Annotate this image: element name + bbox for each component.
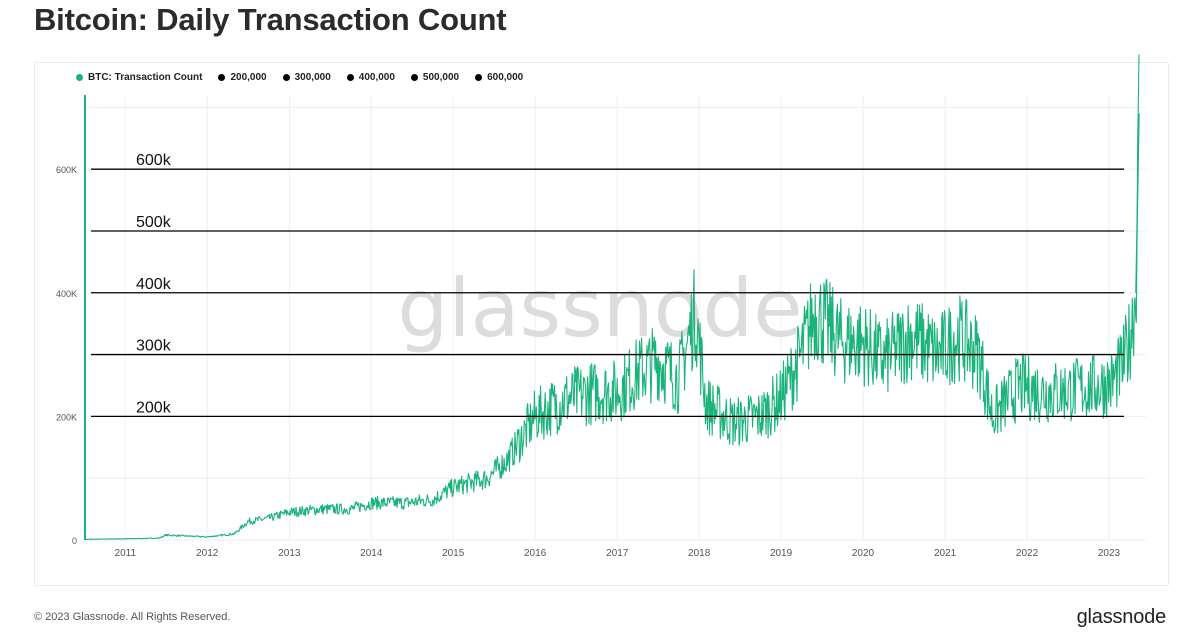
reference-label: 600k (136, 152, 172, 169)
legend-item-200000[interactable]: 200,000 (218, 72, 267, 83)
x-tick-label: 2018 (688, 548, 711, 559)
x-tick-label: 2023 (1098, 548, 1121, 559)
y-tick-label: 600K (56, 165, 77, 175)
chart-legend: BTC: Transaction Count 200,000 300,000 4… (76, 72, 523, 83)
legend-dot-300000 (282, 74, 290, 81)
x-tick-label: 2014 (360, 548, 383, 559)
y-tick-labels: 0 200K 400K 600K (56, 165, 77, 546)
watermark: glassnode (397, 262, 802, 355)
reference-label: 500k (136, 214, 172, 231)
legend-label: 500,000 (422, 72, 460, 83)
legend-item-500000[interactable]: 500,000 (410, 72, 460, 83)
x-tick-label: 2019 (770, 548, 793, 559)
legend-dot-500000 (410, 74, 418, 81)
legend-label: 300,000 (294, 72, 331, 83)
chart-panel (34, 62, 1169, 586)
x-tick-label: 2011 (115, 548, 137, 559)
y-tick-label: 200K (56, 412, 77, 422)
legend-label: 600,000 (487, 72, 524, 83)
legend-item-300000[interactable]: 300,000 (282, 72, 331, 83)
legend-label: 200,000 (230, 72, 267, 83)
legend-item-600000[interactable]: 600,000 (475, 72, 523, 83)
y-tick-label: 400K (56, 289, 77, 299)
reference-label: 400k (136, 276, 172, 293)
reference-label: 200k (136, 399, 172, 416)
legend-dot-200000 (218, 74, 226, 81)
reference-lines: 200k 300k 400k 500k 600k (91, 152, 1124, 418)
series-group (83, 54, 1140, 541)
x-tick-label: 2022 (1016, 548, 1039, 559)
x-tick-label: 2020 (852, 548, 875, 559)
x-tick-label: 2015 (442, 548, 465, 559)
x-tick-label: 2021 (934, 548, 957, 559)
legend-dot-400000 (346, 74, 354, 81)
x-tick-label: 2013 (278, 548, 301, 559)
series-spike-segment (1135, 113, 1140, 293)
copyright-text: © 2023 Glassnode. All Rights Reserved. (34, 611, 231, 623)
x-tick-labels: 2011 2012 2013 2014 2015 2016 2017 2018 2019 2020… (115, 548, 1121, 559)
legend-dot-transaction-count (76, 74, 83, 81)
y-tick-label: 0 (72, 536, 77, 546)
x-tick-label: 2012 (196, 548, 219, 559)
x-tick-label: 2016 (524, 548, 547, 559)
x-tick-label: 2017 (606, 548, 629, 559)
legend-label: BTC: Transaction Count (88, 72, 203, 83)
series-line-transaction-count[interactable] (83, 54, 1140, 541)
legend-item-transaction-count[interactable]: BTC: Transaction Count (76, 72, 202, 83)
legend-dot-600000 (475, 74, 483, 81)
legend-item-400000[interactable]: 400,000 (346, 72, 395, 83)
legend-label: 400,000 (358, 72, 395, 83)
chart-title: Bitcoin: Daily Transaction Count (34, 2, 507, 37)
reference-label: 300k (136, 338, 172, 355)
brand-logo: glassnode (1076, 606, 1167, 628)
